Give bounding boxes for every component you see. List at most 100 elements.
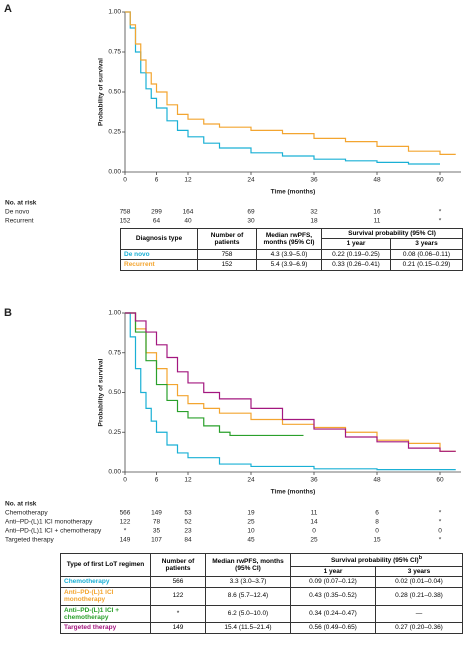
x-tick-label: 6 — [155, 177, 159, 184]
row-name: Recurrent — [120, 259, 198, 271]
table-row: Anti–PD-(L)1 ICI monotherapy 122 8.6 (5.7–… — [60, 586, 463, 606]
x-tick-label: 60 — [436, 477, 444, 484]
table-row: Anti–PD-(L)1 ICI + chemotherapy * 6.2 (5.0… — [60, 604, 463, 624]
risk-value: 25 — [310, 537, 318, 544]
risk-value: 152 — [120, 218, 131, 225]
table-cell: 0.33 (0.26–0.41) — [321, 259, 391, 271]
table-cell: 0.21 (0.15–0.29) — [390, 259, 463, 271]
span-header-text: Survival probability (95% CI) — [348, 230, 436, 237]
x-tick-label: 36 — [310, 477, 318, 484]
x-axis-label: Time (months) — [271, 489, 316, 496]
risk-row-name: Targeted therapy — [5, 537, 55, 544]
risk-value: 78 — [153, 519, 161, 526]
table-cell: 0.27 (0.20–0.36) — [375, 622, 463, 634]
header-row: Diagnosis type Number of patients Median r… — [120, 227, 463, 250]
risk-value: 11 — [311, 510, 318, 517]
survival-curve — [125, 312, 304, 437]
subheader: 3 years — [375, 565, 463, 578]
risk-value: 0 — [312, 528, 316, 535]
x-tick-label: 0 — [123, 477, 127, 484]
row-name: Anti–PD-(L)1 ICI monotherapy — [60, 586, 151, 606]
x-tick-label: 48 — [373, 477, 381, 484]
risk-value: 107 — [151, 537, 162, 544]
risk-value: 84 — [184, 537, 192, 544]
table-cell: 6.2 (5.0–10.0) — [205, 604, 291, 624]
y-tick-label: 0.25 — [108, 429, 121, 436]
row-name: Chemotherapy — [60, 576, 151, 588]
risk-row-name: Anti–PD-(L)1 ICI + chemotherapy — [5, 528, 102, 535]
risk-value: * — [124, 528, 127, 535]
row-name: Targeted therapy — [60, 622, 151, 634]
x-tick-label: 48 — [373, 177, 381, 184]
risk-value: 122 — [120, 519, 131, 526]
risk-title: No. at risk — [5, 501, 37, 508]
summary-table: Diagnosis type Number of patients Median r… — [120, 227, 463, 271]
table-cell: — — [375, 604, 463, 624]
table-cell: 0.22 (0.19–0.25) — [321, 248, 391, 261]
span-header: Survival probability (95% CI)b — [290, 553, 463, 567]
survival-curve — [125, 312, 456, 471]
risk-row-name: Anti–PD-(L)1 ICI monotherapy — [5, 519, 93, 526]
risk-value: 18 — [310, 218, 318, 225]
row-name: Anti–PD-(L)1 ICI + chemotherapy — [60, 604, 151, 624]
span-header: Survival probability (95% CI) — [321, 227, 463, 240]
risk-value: 0 — [375, 528, 379, 535]
risk-value: 45 — [247, 537, 255, 544]
x-axis-label: Time (months) — [271, 189, 316, 196]
survival-curve — [125, 11, 440, 165]
column-header: Type of first LoT regimen — [60, 552, 151, 578]
y-tick-label: 0.50 — [108, 89, 121, 96]
x-tick-label: 12 — [184, 477, 192, 484]
risk-row-name: Chemotherapy — [5, 510, 48, 517]
row-name: De novo — [120, 248, 198, 261]
y-tick-label: 0.25 — [108, 129, 121, 136]
risk-value: 149 — [120, 537, 131, 544]
y-tick-label: 1.00 — [108, 9, 121, 16]
panel-label: A — [4, 3, 12, 15]
table-row: Recurrent 152 5.4 (3.9–6.9) 0.33 (0.26–0.41… — [120, 259, 463, 271]
table-cell: 0.43 (0.35–0.52) — [290, 586, 376, 606]
survival-curve — [125, 312, 456, 452]
risk-value: 164 — [183, 209, 194, 216]
table-cell: 122 — [150, 586, 206, 606]
table-cell: 0.02 (0.01–0.04) — [375, 576, 463, 588]
risk-value: 53 — [184, 510, 192, 517]
table-cell: 0.34 (0.24–0.47) — [290, 604, 376, 624]
x-tick-label: 24 — [247, 177, 255, 184]
y-tick-label: 0.75 — [108, 49, 121, 56]
risk-title: No. at risk — [5, 200, 37, 207]
table-cell: 149 — [150, 622, 206, 634]
column-header: Median rwPFS, months (95% CI) — [205, 552, 291, 578]
risk-value: 64 — [153, 218, 161, 225]
table-cell: 4.3 (3.9–5.0) — [256, 248, 322, 261]
table-row: Targeted therapy 149 15.4 (11.5–21.4) 0.56 … — [60, 622, 463, 634]
risk-value: * — [439, 209, 442, 216]
table-cell: 3.3 (3.0–3.7) — [205, 576, 291, 588]
y-tick-label: 0.75 — [108, 349, 121, 356]
table-cell: 0.56 (0.49–0.65) — [290, 622, 376, 634]
table-cell: 5.4 (3.9–6.9) — [256, 259, 322, 271]
risk-value: 40 — [184, 218, 192, 225]
risk-value: 23 — [184, 528, 192, 535]
risk-value: 25 — [247, 519, 255, 526]
y-tick-label: 1.00 — [108, 310, 121, 317]
risk-value: 14 — [310, 519, 318, 526]
subheader: 1 year — [290, 565, 376, 578]
risk-value: * — [439, 519, 442, 526]
table-cell: 152 — [197, 259, 257, 271]
x-tick-label: 24 — [247, 477, 255, 484]
table-row: De novo 758 4.3 (3.9–5.0) 0.22 (0.19–0.25) 0… — [120, 248, 463, 261]
risk-value: 11 — [374, 218, 381, 225]
table-cell: * — [150, 604, 206, 624]
column-header: Median rwPFS, months (95% CI) — [256, 228, 322, 250]
x-tick-label: 60 — [436, 177, 444, 184]
column-header: Diagnosis type — [120, 228, 198, 250]
risk-value: 15 — [373, 537, 381, 544]
risk-value: 8 — [375, 519, 379, 526]
risk-value: 69 — [247, 209, 255, 216]
y-axis-label: Probability of survival — [98, 58, 105, 126]
column-header: Number of patients — [150, 552, 206, 578]
table-cell: 0.09 (0.07–0.12) — [290, 576, 376, 588]
survival-curve — [125, 11, 456, 155]
